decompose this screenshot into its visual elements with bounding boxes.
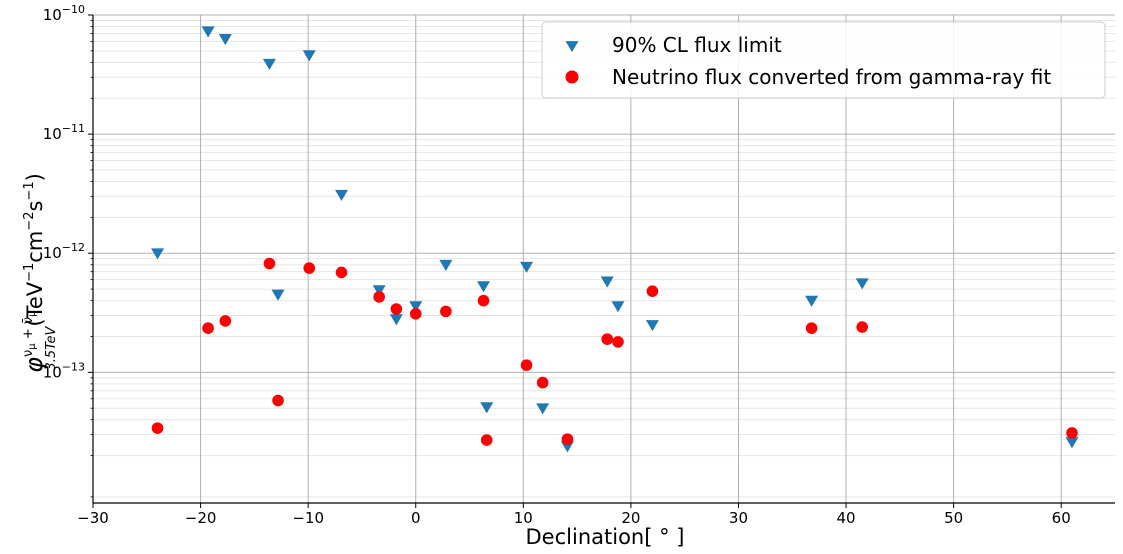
x-tick-labels: −30 −20 −10 0 10 20 30 40 50 60 <box>77 509 1071 527</box>
neutrino-flux-point <box>303 262 316 274</box>
legend-label-neutrino-flux: Neutrino flux converted from gamma-ray f… <box>612 65 1051 89</box>
x-tick-label: 10 <box>514 509 533 527</box>
y-axis-label: φνμ + ν̄μ3.5TeV(TeV−1cm−2s−1) <box>20 173 59 373</box>
y-tick-label: 10−13 <box>43 360 85 381</box>
neutrino-flux-point <box>202 322 214 334</box>
flux-limit-point <box>536 403 550 415</box>
neutrino-flux-point <box>219 315 232 327</box>
flux-limit-point <box>218 34 232 46</box>
flux-limit-point <box>151 248 165 260</box>
flux-limit-point <box>271 289 285 301</box>
neutrino-flux-point <box>601 333 614 345</box>
flux-limit-point <box>302 50 316 62</box>
flux-limit-point <box>805 295 819 307</box>
neutrino-flux-point <box>805 322 818 334</box>
flux-limit-point <box>520 261 534 273</box>
neutrino-flux-point <box>373 291 385 303</box>
axes <box>88 14 1115 508</box>
flux-limit-point <box>201 26 215 38</box>
legend: 90% CL flux limit Neutrino flux converte… <box>541 21 1106 99</box>
legend-marker-triangle-icon <box>565 41 579 53</box>
svg-text:φνμ + ν̄μ3.5TeV(TeV−1cm−2s−1): φνμ + ν̄μ3.5TeV(TeV−1cm−2s−1) <box>20 173 59 373</box>
legend-marker-circle-icon <box>565 70 579 84</box>
flux-limit-point <box>611 301 625 313</box>
flux-limit-point <box>335 189 349 201</box>
neutrino-flux-point <box>440 305 452 318</box>
flux-limit-point <box>439 259 453 271</box>
legend-box <box>541 21 1106 99</box>
flux-limit-point <box>372 285 386 297</box>
x-tick-label: 60 <box>1052 509 1071 527</box>
neutrino-flux-point <box>390 303 403 315</box>
y-tick-labels: 10−13 10−12 10−11 10−10 <box>43 3 85 381</box>
flux-limit-point <box>389 314 403 326</box>
neutrino-flux-point <box>272 394 284 407</box>
neutrino-flux-point <box>480 434 493 446</box>
legend-label-flux-limit: 90% CL flux limit <box>612 33 782 57</box>
x-tick-label: 30 <box>729 509 748 527</box>
x-tick-label: −10 <box>292 509 324 527</box>
flux-limit-point <box>855 278 869 290</box>
y-tick-label: 10−11 <box>43 122 85 143</box>
y-label-units: (TeV <box>23 281 47 326</box>
flux-limit-point <box>477 281 491 293</box>
neutrino-flux-point <box>335 266 348 279</box>
y-tick-label: 10−10 <box>43 3 85 24</box>
flux-limit-point <box>600 276 614 288</box>
markers <box>151 26 1079 453</box>
x-tick-label: 0 <box>411 509 421 527</box>
y-tick-label: 10−12 <box>43 241 85 262</box>
flux-limit-point <box>645 320 659 332</box>
x-axis-label: Declination[ ° ] <box>526 525 685 549</box>
x-tick-label: 40 <box>837 509 856 527</box>
flux-limit-point <box>409 301 423 313</box>
flux-limit-point <box>480 402 494 414</box>
neutrino-flux-point <box>561 433 574 445</box>
neutrino-flux-point <box>263 257 276 270</box>
y-label-phi: φ <box>20 357 48 373</box>
neutrino-flux-point <box>536 376 549 389</box>
neutrino-flux-point <box>646 285 659 297</box>
flux-limit-point <box>1065 437 1079 449</box>
neutrino-flux-point <box>612 336 624 348</box>
neutrino-flux-point <box>409 308 422 320</box>
neutrino-flux-point <box>856 321 868 333</box>
neutrino-flux-point <box>1066 427 1078 439</box>
x-tick-label: −20 <box>185 509 217 527</box>
neutrino-flux-point <box>151 422 164 434</box>
y-label-subscript: 3.5TeV <box>44 326 59 371</box>
x-tick-label: 50 <box>944 509 963 527</box>
x-tick-label: −30 <box>77 509 109 527</box>
neutrino-flux-point <box>477 294 490 307</box>
flux-limit-point <box>262 58 276 70</box>
neutrino-flux-point <box>520 359 533 371</box>
x-tick-label: 20 <box>621 509 640 527</box>
flux-limit-point <box>560 441 574 453</box>
